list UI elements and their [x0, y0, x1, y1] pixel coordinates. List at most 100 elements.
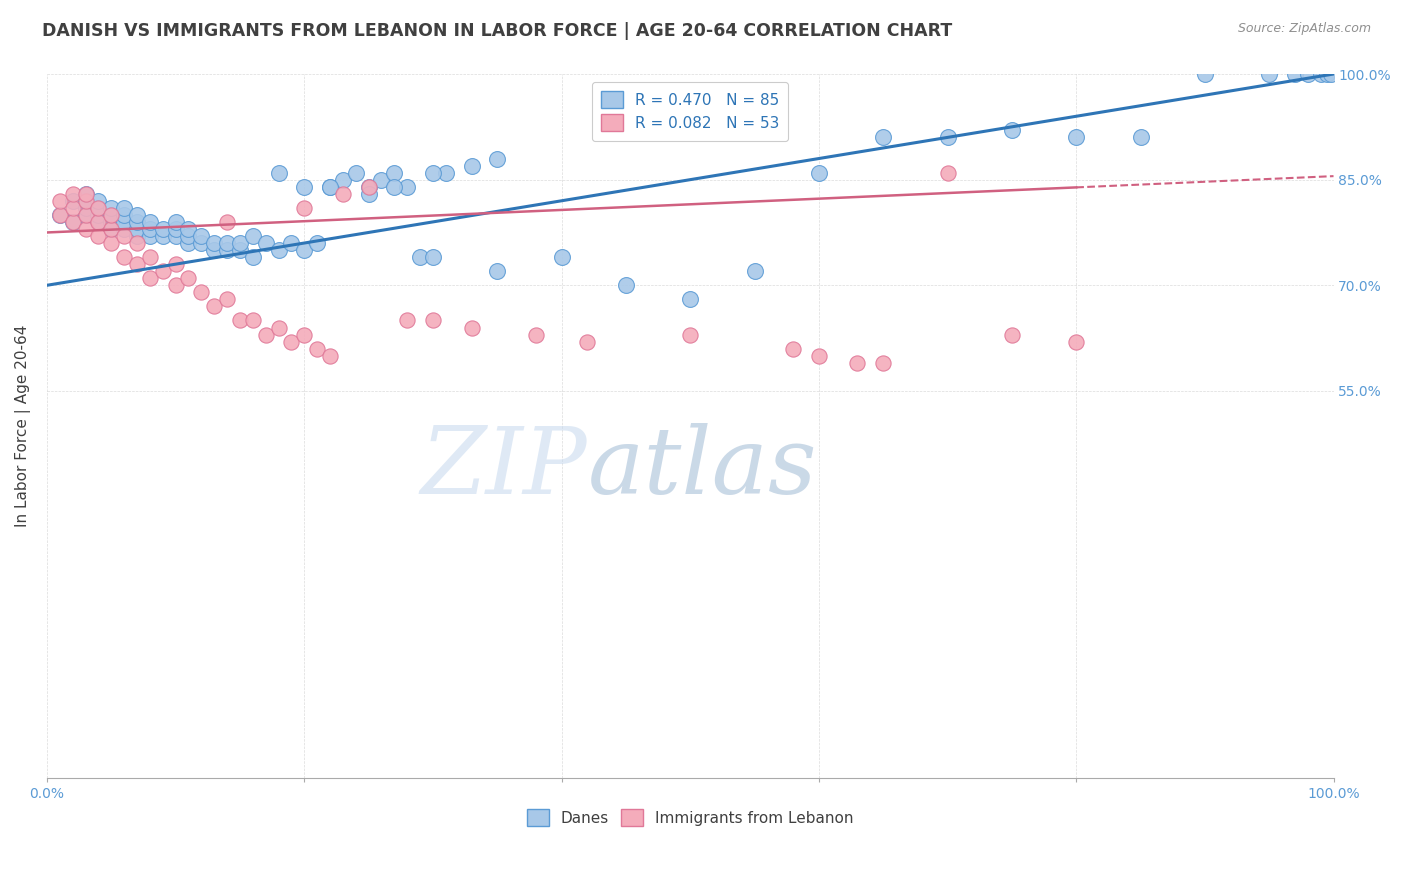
Point — [87, 229, 110, 244]
Point — [177, 271, 200, 285]
Point — [486, 264, 509, 278]
Point — [139, 229, 162, 244]
Point — [217, 293, 239, 307]
Point — [280, 235, 302, 250]
Point — [62, 215, 84, 229]
Point — [460, 159, 482, 173]
Point — [87, 215, 110, 229]
Point — [409, 250, 432, 264]
Point — [486, 152, 509, 166]
Point — [332, 172, 354, 186]
Point — [382, 179, 405, 194]
Point — [782, 342, 804, 356]
Point — [396, 179, 419, 194]
Point — [125, 235, 148, 250]
Point — [177, 222, 200, 236]
Point — [87, 201, 110, 215]
Text: ZIP: ZIP — [420, 424, 588, 514]
Point — [190, 285, 212, 300]
Point — [936, 166, 959, 180]
Point — [49, 194, 72, 208]
Point — [1001, 123, 1024, 137]
Point — [125, 222, 148, 236]
Point — [1284, 67, 1306, 81]
Point — [229, 313, 252, 327]
Point — [75, 186, 97, 201]
Point — [292, 201, 315, 215]
Point — [190, 235, 212, 250]
Point — [100, 201, 122, 215]
Point — [422, 250, 444, 264]
Point — [292, 243, 315, 257]
Point — [1316, 67, 1339, 81]
Point — [62, 215, 84, 229]
Y-axis label: In Labor Force | Age 20-64: In Labor Force | Age 20-64 — [15, 325, 31, 527]
Point — [62, 194, 84, 208]
Point — [75, 208, 97, 222]
Point — [307, 342, 329, 356]
Point — [100, 222, 122, 236]
Point — [846, 356, 869, 370]
Point — [254, 235, 277, 250]
Point — [307, 235, 329, 250]
Point — [344, 166, 367, 180]
Point — [1258, 67, 1281, 81]
Point — [202, 243, 225, 257]
Point — [49, 208, 72, 222]
Point — [87, 194, 110, 208]
Point — [100, 208, 122, 222]
Point — [679, 327, 702, 342]
Point — [422, 166, 444, 180]
Point — [396, 313, 419, 327]
Point — [177, 235, 200, 250]
Point — [112, 201, 135, 215]
Point — [242, 229, 264, 244]
Point — [152, 229, 174, 244]
Point — [744, 264, 766, 278]
Point — [165, 222, 187, 236]
Point — [1001, 327, 1024, 342]
Point — [242, 313, 264, 327]
Point — [936, 130, 959, 145]
Point — [217, 243, 239, 257]
Point — [550, 250, 572, 264]
Point — [100, 235, 122, 250]
Point — [152, 264, 174, 278]
Point — [165, 215, 187, 229]
Point — [292, 327, 315, 342]
Point — [100, 222, 122, 236]
Text: Source: ZipAtlas.com: Source: ZipAtlas.com — [1237, 22, 1371, 36]
Point — [75, 194, 97, 208]
Point — [1296, 67, 1319, 81]
Point — [139, 222, 162, 236]
Point — [165, 278, 187, 293]
Point — [422, 313, 444, 327]
Point — [125, 257, 148, 271]
Point — [524, 327, 547, 342]
Point — [267, 320, 290, 334]
Point — [165, 257, 187, 271]
Legend: Danes, Immigrants from Lebanon: Danes, Immigrants from Lebanon — [519, 801, 860, 834]
Point — [75, 222, 97, 236]
Point — [202, 235, 225, 250]
Point — [1194, 67, 1216, 81]
Point — [807, 349, 830, 363]
Point — [576, 334, 599, 349]
Point — [1309, 67, 1331, 81]
Point — [807, 166, 830, 180]
Text: DANISH VS IMMIGRANTS FROM LEBANON IN LABOR FORCE | AGE 20-64 CORRELATION CHART: DANISH VS IMMIGRANTS FROM LEBANON IN LAB… — [42, 22, 952, 40]
Point — [87, 215, 110, 229]
Point — [75, 201, 97, 215]
Point — [112, 222, 135, 236]
Point — [87, 201, 110, 215]
Point — [112, 229, 135, 244]
Point — [357, 179, 380, 194]
Point — [292, 179, 315, 194]
Point — [319, 349, 342, 363]
Point — [62, 186, 84, 201]
Point — [125, 208, 148, 222]
Point — [112, 250, 135, 264]
Point — [1064, 130, 1087, 145]
Point — [190, 229, 212, 244]
Point — [217, 235, 239, 250]
